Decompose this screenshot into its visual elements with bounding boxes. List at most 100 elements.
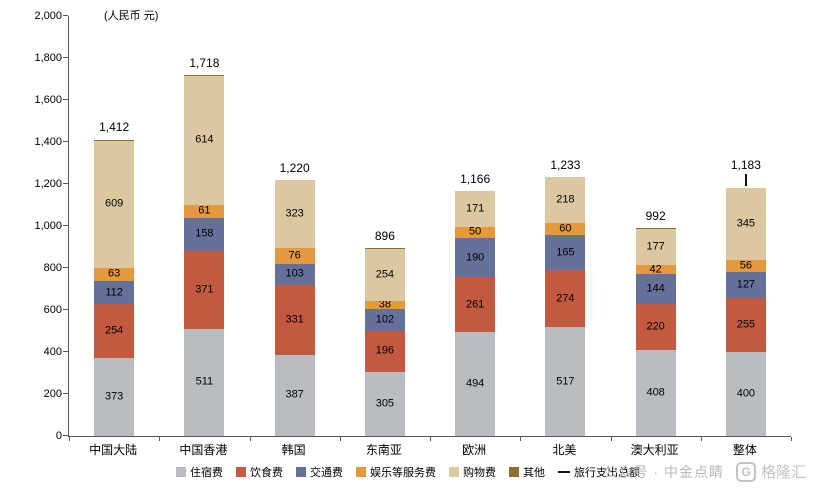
y-tick-label: 1,000 [34,220,62,232]
segment-value-label: 218 [556,193,575,206]
bar-segment-transport: 127 [725,271,766,299]
x-axis-labels: 中国大陆 中国香港 韩国 东南亚 欧洲 北美 澳大利亚 整体 [68,441,790,458]
segment-value-label: 400 [736,387,756,400]
x-category-label: 东南亚 [365,443,402,457]
bar-segment-other [184,75,225,76]
segment-value-label: 274 [556,292,575,305]
stacked-bar: 305 196 102 38 254 [364,247,405,436]
bar-segment-accommodation: 387 [274,354,315,436]
bar-segment-entertainment-services: 50 [455,225,496,238]
segment-value-label: 609 [104,197,124,210]
bar-segment-entertainment-services: 42 [635,264,676,275]
segment-value-label: 63 [108,267,121,280]
bar-group: 494 261 190 50 171 1,166 [430,16,520,436]
y-tick-mark [63,351,68,352]
bar-segment-food: 255 [725,298,766,352]
bar-group: 511 371 158 61 614 1,718 [159,16,249,436]
legend-swatch [509,467,519,477]
total-value-label: 1,412 [99,120,130,135]
legend-label: 购物费 [463,467,496,479]
bar-segment-shopping: 345 [725,187,766,261]
bar-segment-transport: 158 [184,217,225,251]
legend-item-food: 饮食费 [236,464,283,480]
stacked-bar: 408 220 144 42 177 [635,227,676,436]
total-value-label: 1,220 [279,160,310,175]
bar-segment-accommodation: 408 [635,350,676,436]
x-category-label: 欧洲 [462,443,487,457]
x-tick-mark [520,437,522,441]
bar-segment-shopping: 177 [635,227,676,266]
watermark-logo-text: 格隆汇 [760,464,806,481]
bars-row: 373 254 112 63 609 1,412 511 371 158 61 614 1,718 38… [69,16,791,436]
y-tick-mark [63,309,68,310]
segment-value-label: 254 [375,268,395,281]
bar-segment-entertainment-services: 63 [94,267,135,281]
stacked-bar: 400 255 127 56 345 [725,187,766,436]
y-tick-label: 1,400 [34,136,62,148]
watermark-logo: G 格隆汇 [735,461,806,482]
segment-value-label: 345 [736,217,756,230]
bar-segment-food: 254 [94,304,135,358]
stacked-bar: 494 261 190 50 171 [455,191,496,436]
legend-total-marker [558,471,570,473]
bar-segment-food: 261 [455,277,496,333]
y-tick-mark [63,225,68,226]
segment-value-label: 408 [646,386,665,399]
legend-label: 其他 [523,467,545,479]
stacked-bar: 387 331 103 76 323 [274,179,315,436]
segment-value-label: 165 [556,246,575,259]
bar-segment-accommodation: 517 [545,327,586,436]
y-tick-mark [63,15,68,16]
segment-value-label: 50 [469,225,482,238]
total-value-label: 1,166 [460,172,491,187]
segment-value-label: 254 [104,324,124,337]
plot-area: 373 254 112 63 609 1,412 511 371 158 61 614 1,718 38… [34,10,792,442]
legend-item-other: 其他 [509,464,545,480]
bar-group: 400 255 127 56 345 1,183 [701,16,791,436]
segment-value-label: 494 [465,377,485,390]
total-value-label: 992 [645,208,666,223]
y-tick-mark [63,99,68,100]
y-tick-mark [63,141,68,142]
legend: 住宿费 饮食费 交通费 娱乐等服务费 购物费 其他 旅行支出总额 [0,464,816,480]
x-tick-mark [339,437,341,441]
bar-segment-food: 331 [274,285,315,355]
segment-value-label: 61 [198,204,211,217]
legend-item-entertainment-services: 娱乐等服务费 [356,464,436,480]
segment-value-label: 305 [375,397,395,410]
segment-value-label: 371 [195,283,214,296]
bar-group: 408 220 144 42 177 992 [611,16,701,436]
total-marker [744,173,747,186]
y-tick-mark [63,267,68,268]
y-tick-mark [63,393,68,394]
legend-item-transport: 交通费 [296,464,343,480]
x-category-label: 韩国 [281,443,306,457]
segment-value-label: 614 [195,133,214,146]
y-axis-unit-label: (人民币 元) [104,10,159,22]
segment-value-label: 60 [559,222,572,235]
legend-item-accommodation: 住宿费 [176,464,223,480]
bar-segment-accommodation: 305 [364,371,405,436]
segment-value-label: 196 [375,344,395,357]
bar-segment-transport: 190 [455,237,496,278]
y-tick-mark [63,435,68,436]
total-value-label: 1,718 [189,56,220,71]
watermark-caption: 公众号 · 中金点睛 [603,463,724,480]
bar-segment-transport: 144 [635,273,676,305]
stacked-bar: 517 274 165 60 218 [545,176,586,436]
bar-segment-food: 220 [635,304,676,351]
bar-segment-shopping: 218 [545,176,586,223]
x-tick-mark [700,437,702,441]
legend-swatch [236,467,246,477]
bar-group: 373 254 112 63 609 1,412 [69,16,159,436]
y-tick-label: 1,600 [34,94,62,106]
y-tick-label: 200 [43,388,62,400]
segment-value-label: 323 [285,207,304,220]
x-category-label: 北美 [552,443,577,457]
segment-value-label: 127 [736,278,756,291]
legend-swatch [449,467,459,477]
bar-segment-accommodation: 373 [94,357,135,436]
bar-segment-entertainment-services: 38 [364,299,405,310]
bar-segment-shopping: 609 [94,139,135,268]
legend-label: 交通费 [310,467,343,479]
